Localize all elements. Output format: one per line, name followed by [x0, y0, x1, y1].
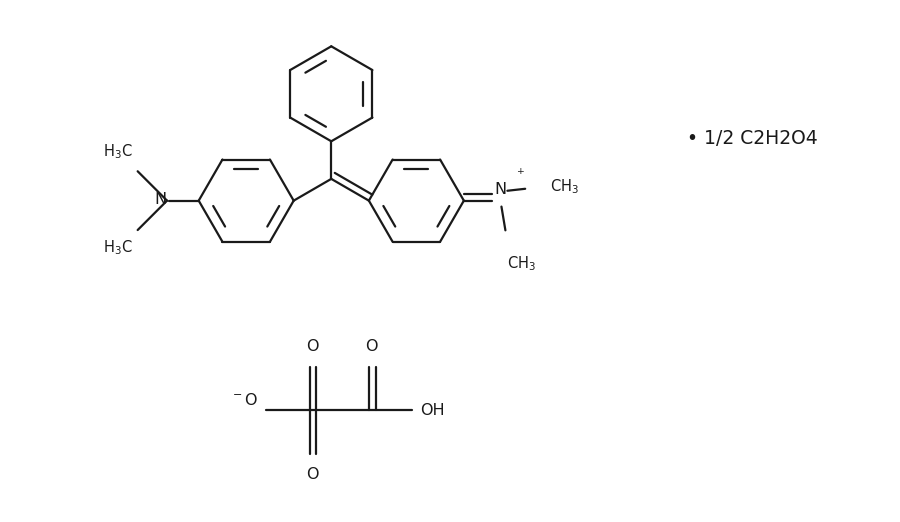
Text: N: N	[494, 182, 507, 197]
Text: O: O	[306, 339, 319, 354]
Text: H$_3$C: H$_3$C	[104, 238, 132, 257]
Text: O: O	[306, 467, 319, 482]
Text: $^+$: $^+$	[516, 168, 526, 181]
Text: CH$_3$: CH$_3$	[508, 254, 536, 273]
Text: O: O	[365, 339, 378, 354]
Text: • 1/2 C2H2O4: • 1/2 C2H2O4	[688, 129, 818, 148]
Text: H$_3$C: H$_3$C	[104, 143, 132, 161]
Text: CH$_3$: CH$_3$	[550, 177, 579, 196]
Text: OH: OH	[420, 403, 445, 418]
Text: $^-$O: $^-$O	[230, 392, 258, 408]
Text: N: N	[154, 192, 166, 207]
